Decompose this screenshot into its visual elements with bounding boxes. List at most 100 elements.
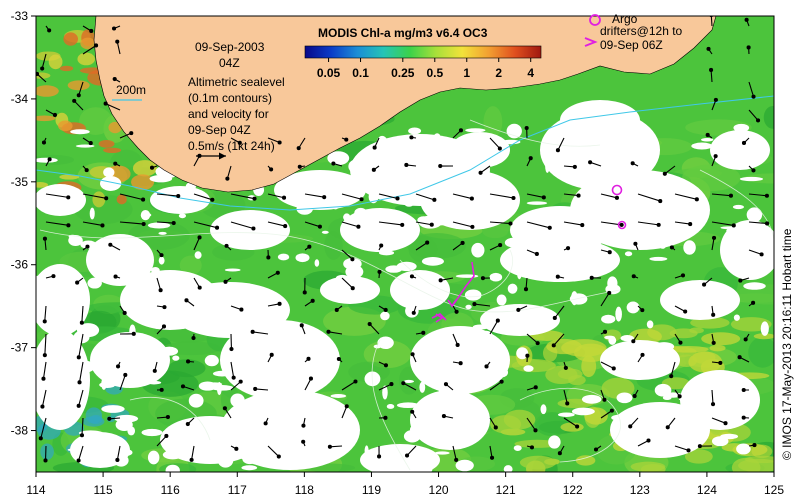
cloud-fleck	[616, 392, 633, 404]
cloud-fleck	[378, 250, 395, 256]
velocity-arrow-head	[425, 240, 430, 245]
chlorophyll-patch	[92, 191, 106, 208]
cloud-fleck	[64, 272, 83, 287]
cloud-fleck	[678, 397, 700, 402]
chlorophyll-patch	[688, 351, 723, 373]
chlorophyll-patch	[108, 121, 122, 134]
cloud-fleck	[217, 453, 234, 468]
chlorophyll-patch	[574, 343, 608, 363]
velocity-arrow-head	[404, 453, 410, 458]
cloud-fleck	[558, 412, 575, 417]
velocity-arrow	[304, 193, 325, 198]
velocity-arrow-head	[251, 226, 256, 231]
velocity-arrow-head	[609, 408, 614, 413]
velocity-arrow	[403, 382, 417, 391]
velocity-arrow-head	[42, 353, 47, 358]
cloud-fleck	[517, 269, 522, 280]
velocity-arrow-head	[557, 451, 562, 456]
velocity-arrow	[119, 221, 144, 225]
cloud-fleck	[377, 210, 388, 223]
velocity-arrow-head	[231, 375, 236, 380]
velocity-arrow-head	[197, 235, 202, 240]
cloud-fleck	[397, 189, 403, 194]
cloud-blob	[36, 184, 86, 216]
velocity-arrow	[563, 417, 578, 428]
cloud-fleck	[141, 428, 163, 437]
cloud-fleck	[286, 327, 303, 331]
cloud-fleck	[489, 272, 503, 282]
velocity-arrow-head	[614, 195, 619, 200]
chlorophyll-patch	[744, 455, 774, 464]
velocity-arrow-head	[76, 458, 81, 463]
velocity-arrow	[440, 277, 454, 281]
velocity-arrow-head	[123, 372, 128, 378]
velocity-arrow-head	[711, 312, 716, 317]
velocity-arrow	[748, 221, 768, 225]
velocity-arrow-head	[541, 195, 546, 200]
velocity-arrow-head	[276, 454, 281, 459]
velocity-arrow	[748, 81, 755, 97]
cloud-blob	[410, 326, 510, 394]
cloud-fleck	[653, 342, 675, 352]
cloud-fleck	[471, 242, 485, 258]
velocity-arrow-head	[746, 45, 751, 50]
velocity-arrow-head	[115, 39, 120, 44]
velocity-arrow-head	[191, 335, 196, 341]
cloud-fleck	[461, 151, 477, 161]
cloud-fleck	[150, 296, 162, 306]
chlorophyll-patch	[324, 231, 343, 260]
velocity-arrow	[73, 100, 84, 111]
velocity-arrow	[489, 137, 501, 149]
velocity-arrow-head	[176, 193, 181, 199]
velocity-arrow-head	[410, 409, 415, 414]
velocity-arrow-head	[602, 397, 607, 402]
chlorophyll-patch	[67, 80, 90, 91]
velocity-arrow-head	[404, 162, 409, 168]
legend-line-1: Altimetric sealevel	[188, 75, 285, 89]
velocity-arrow-head	[493, 425, 498, 430]
chlorophyll-patch	[667, 345, 709, 353]
cloud-fleck	[662, 395, 672, 401]
velocity-arrow-head	[524, 125, 529, 131]
velocity-arrow	[304, 221, 321, 228]
velocity-arrow-head	[94, 43, 99, 48]
chlorophyll-patch	[80, 37, 96, 50]
cloud-fleck	[314, 259, 320, 267]
velocity-arrow-head	[162, 305, 167, 310]
cloud-fleck	[140, 210, 151, 221]
cloud-fleck	[658, 236, 668, 249]
cloud-fleck	[368, 190, 379, 204]
velocity-arrow-head	[308, 376, 314, 381]
velocity-arrow	[230, 381, 242, 391]
cloud-fleck	[380, 311, 390, 321]
cloud-fleck	[204, 354, 219, 367]
velocity-arrow	[45, 221, 69, 226]
cloud-fleck	[736, 443, 751, 455]
cloud-fleck	[654, 172, 660, 179]
argo-line-3: 09-Sep 06Z	[600, 38, 663, 52]
cloud-fleck	[101, 405, 125, 413]
x-tick-label: 114	[26, 483, 45, 497]
chlorophyll-patch	[36, 181, 49, 188]
cloud-fleck	[615, 306, 622, 322]
velocity-arrow	[230, 361, 235, 378]
velocity-arrow	[81, 305, 84, 323]
cloud-fleck	[513, 445, 522, 451]
velocity-arrow-head	[472, 302, 477, 307]
velocity-arrow-head	[607, 290, 612, 295]
velocity-arrow-head	[326, 329, 331, 334]
y-tick-label: -34	[11, 92, 29, 106]
velocity-arrow-head	[743, 337, 748, 342]
velocity-arrow-head	[686, 448, 691, 453]
velocity-arrow	[156, 435, 167, 447]
cloud-fleck	[134, 304, 147, 318]
sealevel-contours	[39, 119, 774, 471]
velocity-arrow	[82, 45, 97, 55]
velocity-arrow	[674, 445, 689, 451]
cloud-fleck	[744, 234, 760, 248]
cloud-blob	[560, 100, 640, 140]
velocity-arrow	[526, 417, 536, 431]
velocity-arrow-head	[103, 101, 108, 106]
cloud-fleck	[405, 304, 419, 318]
cloud-fleck	[38, 408, 61, 418]
